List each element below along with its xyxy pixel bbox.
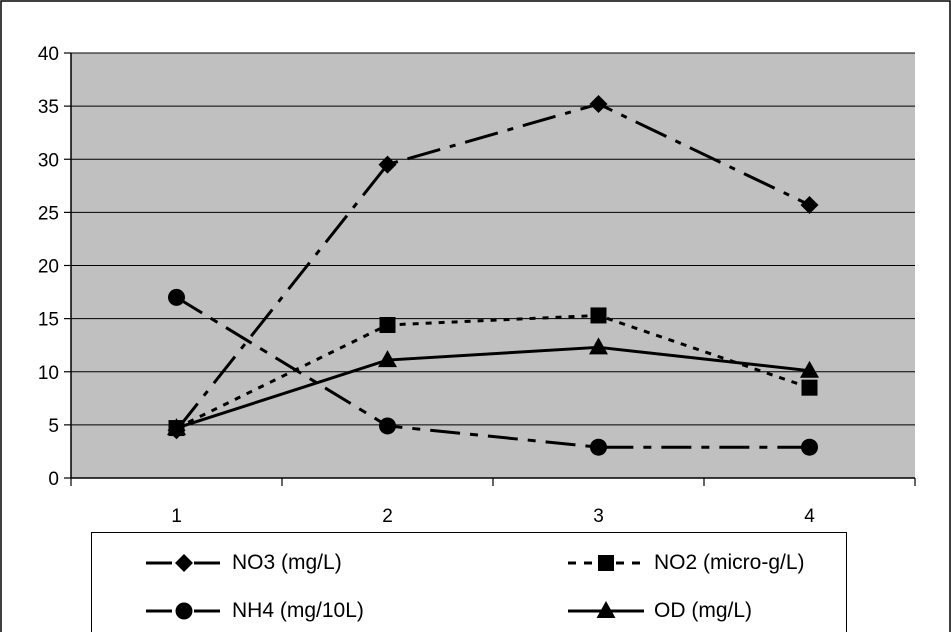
series-nh4-point-2 <box>379 417 396 435</box>
series-od-point-3 <box>589 337 608 355</box>
series-nh4-point-1 <box>168 288 185 306</box>
axes <box>70 53 916 486</box>
x-tick-label: 1 <box>171 506 182 527</box>
legend-marker-nh4-point-1 <box>175 602 193 620</box>
series-nh4 <box>168 288 818 456</box>
legend-swatch-nh4 <box>146 602 222 620</box>
x-tick-label: 4 <box>804 506 815 527</box>
x-tick-labels: 1 2 3 4 <box>171 506 815 527</box>
y-tick-labels: 0 5 10 15 20 25 30 35 40 <box>38 44 59 490</box>
y-tick-label: 0 <box>48 469 59 490</box>
legend-swatch-no2 <box>568 555 644 571</box>
series-no2-point-4 <box>801 379 818 396</box>
series-line-no3 <box>175 102 811 432</box>
legend-swatch-no3 <box>146 554 222 572</box>
legend-item-no3: NO3 (mg/L) <box>144 543 342 583</box>
series-no3-point-4 <box>800 195 819 214</box>
legend-marker-no2-point-1 <box>598 555 614 571</box>
y-tick-label: 25 <box>38 203 59 224</box>
x-tick-label: 3 <box>593 506 604 527</box>
y-tick-label: 35 <box>38 97 59 118</box>
series-no2-point-2 <box>379 317 396 333</box>
series-no2 <box>168 307 818 437</box>
legend-marker-od-point-1 <box>596 601 616 618</box>
series-layer <box>167 95 819 456</box>
x-tick-label: 2 <box>382 506 393 527</box>
y-tick-label: 10 <box>38 363 59 384</box>
y-tick-label: 30 <box>38 150 59 171</box>
legend-swatch-od <box>568 601 644 618</box>
grid-lines <box>64 52 915 479</box>
legend-label-no3: NO3 (mg/L) <box>232 551 342 574</box>
legend: NO3 (mg/L) NO2 (micro-g/L) NH4 (mg/10L) … <box>91 532 847 632</box>
legend-label-no2: NO2 (micro-g/L) <box>654 551 805 574</box>
legend-item-no2: NO2 (micro-g/L) <box>566 543 805 583</box>
legend-item-nh4: NH4 (mg/10L) <box>144 591 364 631</box>
y-tick-label: 5 <box>48 416 59 437</box>
series-od-point-2 <box>378 350 397 368</box>
series-line-nh4 <box>175 296 810 449</box>
y-tick-label: 40 <box>38 44 59 65</box>
series-nh4-point-3 <box>590 438 607 456</box>
legend-label-nh4: NH4 (mg/10L) <box>232 599 364 622</box>
series-no3-point-3 <box>589 95 608 113</box>
series-od <box>167 337 819 436</box>
legend-marker-no3-point-1 <box>175 554 193 572</box>
series-line-no2 <box>175 313 810 430</box>
series-od-point-1 <box>167 418 186 436</box>
legend-item-od: OD (mg/L) <box>566 591 752 631</box>
legend-label-od: OD (mg/L) <box>654 599 753 622</box>
series-line-od <box>176 345 810 430</box>
series-no2-point-3 <box>590 307 607 324</box>
series-no3-point-2 <box>378 155 397 174</box>
y-tick-label: 15 <box>38 310 59 331</box>
series-nh4-point-4 <box>801 438 818 456</box>
y-tick-label: 20 <box>38 257 59 278</box>
series-od-point-4 <box>800 360 819 378</box>
